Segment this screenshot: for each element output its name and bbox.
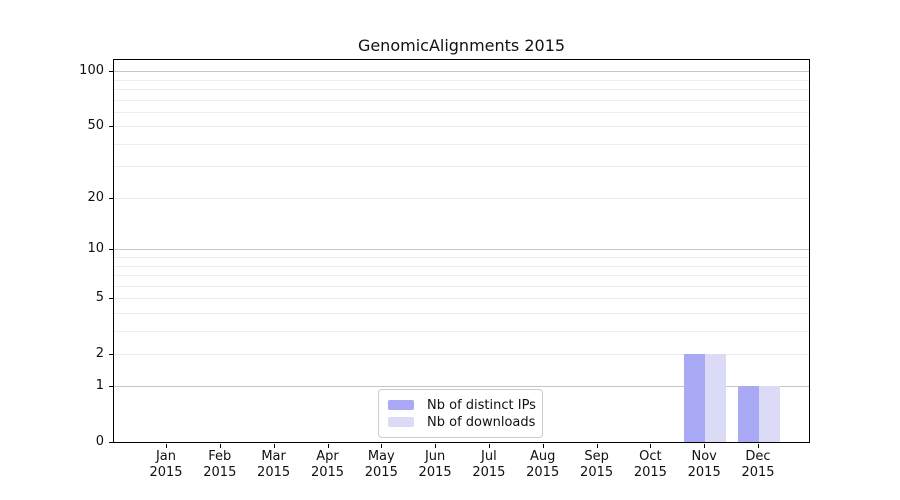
y-tick-10 [109,249,113,251]
x-tick-label-feb: Feb 2015 [203,449,237,480]
gridline-major-100 [114,71,809,73]
gridline-minor-5 [114,298,809,300]
chart-title: GenomicAlignments 2015 [357,36,566,55]
gridline-minor-40 [114,143,809,145]
legend-swatch-downloads [388,417,414,427]
x-tick-label-jan: Jan 2015 [149,449,183,480]
plot-area [113,59,810,443]
y-tick-0 [109,442,113,443]
legend-swatch-distinct-ips [388,400,414,410]
x-tick-label-dec: Dec 2015 [741,449,775,480]
legend: Nb of distinct IPs Nb of downloads [378,389,543,438]
x-tick-may [381,444,383,448]
y-tick-20 [109,197,113,199]
x-tick-label-nov: Nov 2015 [687,449,721,480]
gridline-minor-3 [114,330,809,332]
x-tick-label-apr: Apr 2015 [310,449,345,480]
y-tick-5 [109,298,113,300]
y-tick-1 [109,386,113,388]
x-tick-jun [435,444,437,448]
gridline-minor-80 [114,89,809,91]
y-tick-label-20: 20 [87,189,104,205]
y-tick-label-1: 1 [95,378,104,394]
x-tick-label-mar: Mar 2015 [257,449,291,480]
legend-item-downloads: Nb of downloads [388,414,536,430]
x-tick-oct [650,444,652,448]
bar-distinct-ips-nov [684,353,706,442]
gridline-minor-6 [114,285,809,287]
legend-item-distinct-ips: Nb of distinct IPs [388,397,536,413]
gridline-minor-90 [114,79,809,81]
gridline-minor-50 [114,126,809,128]
x-tick-label-oct: Oct 2015 [633,449,667,480]
x-tick-jul [488,444,490,448]
x-tick-dec [758,444,759,448]
gridline-minor-30 [114,166,809,168]
legend-label-distinct-ips: Nb of distinct IPs [427,397,536,413]
y-tick-label-50: 50 [87,118,104,134]
y-tick-50 [109,126,113,128]
x-tick-feb [219,444,221,448]
y-tick-label-2: 2 [95,345,104,361]
y-tick-label-5: 5 [95,290,104,306]
gridline-minor-4 [114,312,809,314]
gridline-minor-8 [114,265,809,267]
gridline-minor-7 [114,275,809,276]
x-tick-apr [327,444,329,448]
gridline-minor-60 [114,111,809,113]
x-tick-sep [596,444,598,448]
y-tick-100 [109,71,113,73]
gridline-major-1 [114,386,809,388]
x-tick-aug [542,444,544,448]
gridline-minor-70 [114,99,809,101]
y-tick-label-10: 10 [87,241,104,257]
gridline-minor-2 [114,353,809,355]
legend-label-downloads: Nb of downloads [427,414,536,430]
x-tick-mar [273,444,275,448]
x-tick-label-sep: Sep 2015 [580,449,614,480]
x-tick-label-may: May 2015 [364,449,398,480]
y-tick-2 [109,353,113,355]
bar-downloads-nov [705,353,727,442]
gridline-major-10 [114,249,809,251]
x-tick-label-jul: Jul 2015 [472,449,506,480]
gridline-minor-20 [114,197,809,199]
x-tick-label-jun: Jun 2015 [418,449,452,480]
x-tick-nov [704,444,706,448]
y-tick-label-100: 100 [79,63,104,79]
gridline-minor-9 [114,257,809,259]
x-tick-jan [166,444,167,448]
bar-downloads-dec [759,386,780,442]
y-tick-label-0: 0 [95,434,104,449]
x-tick-label-aug: Aug 2015 [526,449,560,480]
bar-distinct-ips-dec [738,386,759,442]
